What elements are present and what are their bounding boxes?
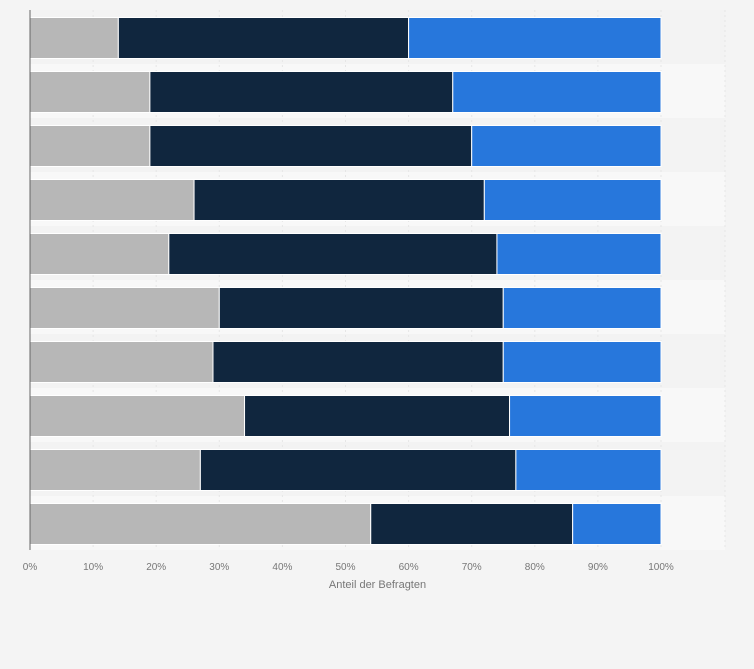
bar-segment-series-3[interactable] (502, 287, 662, 329)
x-tick-label: 70% (462, 562, 482, 573)
bar-segment-series-2[interactable] (168, 233, 498, 275)
bar-segment-series-3[interactable] (509, 395, 662, 437)
x-tick-label: 90% (588, 562, 608, 573)
x-tick-label: 80% (525, 562, 545, 573)
bar-segment-series-2[interactable] (218, 287, 504, 329)
bar-segment-series-3[interactable] (452, 71, 662, 113)
x-tick-label: 10% (83, 562, 103, 573)
bar-segment-series-2[interactable] (149, 71, 454, 113)
bar-segment-series-1[interactable] (29, 395, 246, 437)
bar-segment-series-1[interactable] (29, 503, 372, 545)
bars (29, 17, 662, 545)
x-tick-label: 100% (648, 562, 674, 573)
x-tick-label: 50% (335, 562, 355, 573)
bar-segment-series-2[interactable] (193, 179, 485, 221)
bar-segment-series-1[interactable] (29, 125, 151, 167)
bar-segment-series-1[interactable] (29, 449, 201, 491)
bar-segment-series-2[interactable] (212, 341, 504, 383)
bar-segment-series-3[interactable] (496, 233, 662, 275)
bar-segment-series-3[interactable] (572, 503, 662, 545)
bar-segment-series-3[interactable] (408, 17, 662, 59)
x-tick-label: 60% (399, 562, 419, 573)
x-tick-label: 20% (146, 562, 166, 573)
x-tick-label: 40% (272, 562, 292, 573)
bar-segment-series-2[interactable] (149, 125, 473, 167)
bar-segment-series-1[interactable] (29, 341, 214, 383)
bar-segment-series-2[interactable] (199, 449, 517, 491)
bar-segment-series-1[interactable] (29, 287, 220, 329)
x-tick-label: 0% (23, 562, 38, 573)
bar-segment-series-2[interactable] (370, 503, 574, 545)
bar-segment-series-3[interactable] (471, 125, 662, 167)
bar-segment-series-1[interactable] (29, 233, 170, 275)
x-tick-labels: 0% 10% 20% 30% 40% 50% 60% 70% 80% 90% 100% (23, 562, 674, 573)
bar-segment-series-1[interactable] (29, 17, 119, 59)
bar-segment-series-1[interactable] (29, 71, 151, 113)
x-axis-title: Anteil der Befragten (329, 579, 426, 591)
bar-segment-series-2[interactable] (117, 17, 410, 59)
bar-segment-series-2[interactable] (244, 395, 511, 437)
x-tick-label: 30% (209, 562, 229, 573)
bar-segment-series-1[interactable] (29, 179, 195, 221)
bar-segment-series-3[interactable] (483, 179, 662, 221)
bar-segment-series-3[interactable] (502, 341, 662, 383)
bar-segment-series-3[interactable] (515, 449, 662, 491)
